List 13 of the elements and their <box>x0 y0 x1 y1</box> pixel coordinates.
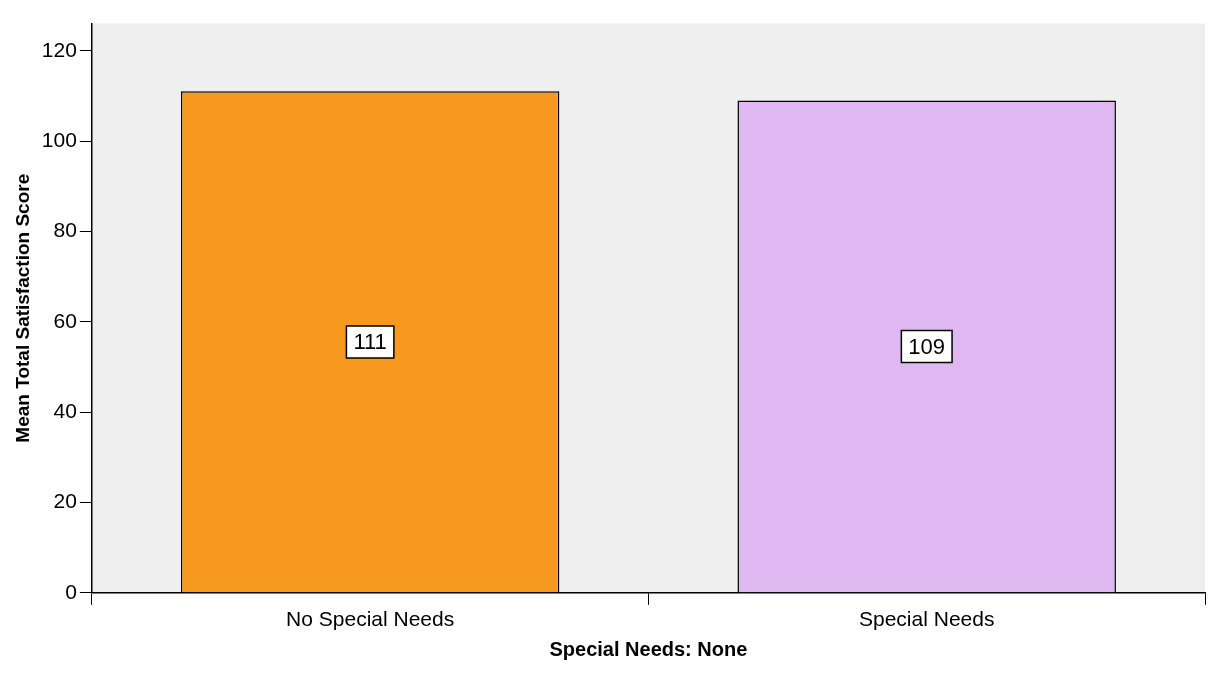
y-tick-label: 100 <box>41 127 77 151</box>
y-axis-title: Mean Total Satisfaction Score <box>11 173 33 443</box>
x-tick-label: Special Needs <box>859 607 995 631</box>
x-axis-title: Special Needs: None <box>549 637 748 660</box>
y-tick-label: 60 <box>53 308 77 332</box>
data-label: 111 <box>353 329 387 355</box>
data-label: 109 <box>908 333 946 359</box>
y-tick-label: 0 <box>65 579 77 603</box>
y-tick-label: 20 <box>53 489 77 513</box>
y-tick-label: 120 <box>41 37 77 61</box>
x-tick-label: No Special Needs <box>286 607 455 631</box>
y-tick-label: 40 <box>53 398 77 422</box>
y-tick-label: 80 <box>53 218 77 242</box>
